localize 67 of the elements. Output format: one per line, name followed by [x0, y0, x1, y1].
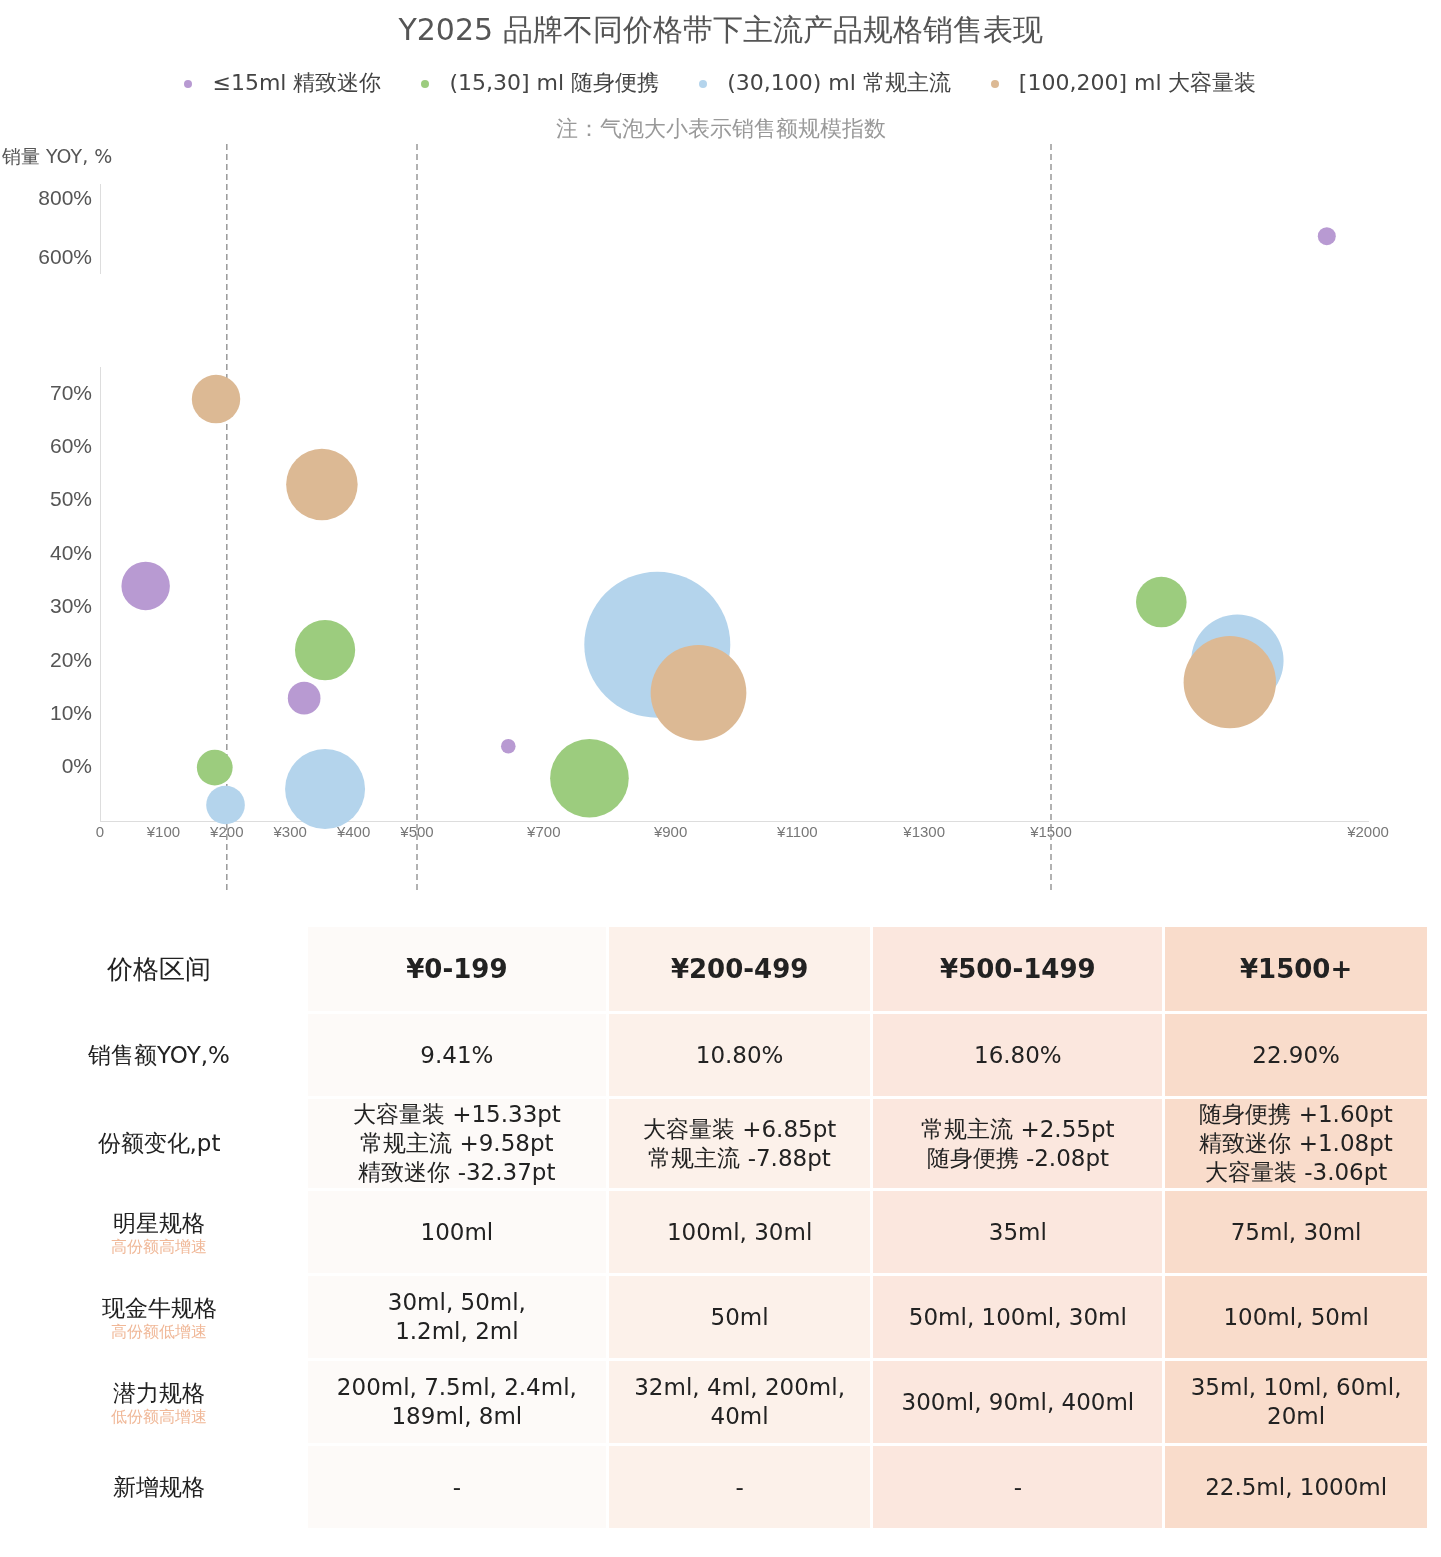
- x-tick-label: ¥700: [526, 823, 561, 841]
- y-tick-label: 60%: [49, 433, 92, 457]
- chart-title: Y2025 品牌不同价格带下主流产品规格销售表现: [397, 11, 1044, 49]
- legend-label: (30,100) ml 常规主流: [727, 70, 951, 95]
- y-tick-label: 0%: [61, 754, 92, 778]
- text: 22.90%: [1252, 1041, 1340, 1068]
- text: -: [735, 1473, 744, 1500]
- text: 9.41%: [420, 1041, 494, 1068]
- text: -: [452, 1473, 462, 1500]
- text: 35ml: [988, 1218, 1047, 1245]
- x-tick-label: ¥1300: [902, 823, 946, 841]
- text: 大容量装 +15.33pt 常规主流 +9.58pt 精致迷你 -32.37pt: [352, 1101, 561, 1185]
- chart-subtitle: 注：气泡大小表示销售额规模指数: [554, 115, 887, 143]
- text: 大容量装 +6.85pt 常规主流 -7.88pt: [642, 1115, 837, 1171]
- legend-label: [100,200] ml 大容量装: [1018, 70, 1257, 95]
- category-label: 明星规格: [113, 1209, 205, 1236]
- text: 100ml, 30ml: [666, 1218, 813, 1245]
- category-label: ¥500-1499: [873, 927, 1163, 1011]
- text: 35ml, 10ml, 60ml, 20ml: [1190, 1374, 1402, 1429]
- x-tick-label: ¥900: [652, 823, 688, 841]
- text: 75ml, 30ml: [1230, 1218, 1362, 1245]
- text: 300ml, 90ml, 400ml: [901, 1388, 1135, 1415]
- y-tick-label: 600%: [38, 245, 92, 269]
- x-tick-label: ¥500: [399, 823, 434, 841]
- category-label: 份额变化,pt: [97, 1130, 221, 1156]
- category-label: 潜力规格: [113, 1379, 205, 1406]
- text: 30ml, 50ml, 1.2ml, 2ml: [387, 1289, 526, 1344]
- category-label: ¥0-199: [308, 927, 606, 1011]
- text: 32ml, 4ml, 200ml, 40ml: [634, 1374, 845, 1429]
- category-label: 高份额高增速: [111, 1236, 207, 1256]
- y-tick-label: 30%: [49, 594, 92, 618]
- y-axis-title: 销量 YOY, %: [2, 144, 113, 169]
- category-label: ¥200-499: [608, 927, 871, 1011]
- x-tick-label: ¥2000: [1346, 823, 1389, 841]
- text: 常规主流 +2.55pt 随身便携 -2.08pt: [921, 1115, 1115, 1171]
- x-tick-label: 0: [95, 823, 105, 841]
- text: 价格区间: [13, 927, 305, 1011]
- category-label: 销售额YOY,%: [88, 1041, 230, 1068]
- x-tick-label: ¥200: [209, 823, 244, 841]
- text: 50ml: [710, 1303, 769, 1330]
- y-tick-label: 800%: [38, 185, 92, 209]
- y-tick-label: 50%: [49, 487, 92, 511]
- category-label: 高份额低增速: [111, 1321, 207, 1341]
- category-label: 现金牛规格: [101, 1294, 217, 1321]
- category-label: 低份额高增速: [111, 1406, 207, 1426]
- category-label: 新增规格: [113, 1473, 205, 1500]
- text: -: [1013, 1473, 1023, 1500]
- y-tick-label: 10%: [49, 700, 92, 724]
- text: 随身便携 +1.60pt 精致迷你 +1.08pt 大容量装 -3.06pt: [1199, 1101, 1393, 1185]
- text: 100ml, 50ml: [1223, 1303, 1369, 1330]
- text: 16.80%: [974, 1041, 1062, 1068]
- y-tick-label: 20%: [49, 647, 92, 671]
- x-tick-label: ¥1100: [776, 823, 818, 841]
- text: 50ml, 100ml, 30ml: [908, 1303, 1127, 1330]
- text: 100ml: [420, 1218, 494, 1245]
- text: 10.80%: [695, 1041, 784, 1068]
- text: 200ml, 7.5ml, 2.4ml, 189ml, 8ml: [336, 1374, 577, 1429]
- category-label: ¥1500+: [1165, 927, 1427, 1011]
- x-tick-label: ¥100: [145, 823, 181, 841]
- legend-label: (15,30] ml 随身便携: [449, 70, 660, 95]
- y-tick-label: 70%: [49, 380, 92, 404]
- x-tick-label: ¥300: [272, 823, 307, 841]
- legend-label: ≤15ml 精致迷你: [212, 70, 382, 95]
- x-tick-label: ¥1500: [1029, 823, 1072, 841]
- x-tick-label: ¥400: [335, 823, 371, 841]
- y-tick-label: 40%: [49, 540, 92, 564]
- text: 22.5ml, 1000ml: [1205, 1473, 1388, 1500]
